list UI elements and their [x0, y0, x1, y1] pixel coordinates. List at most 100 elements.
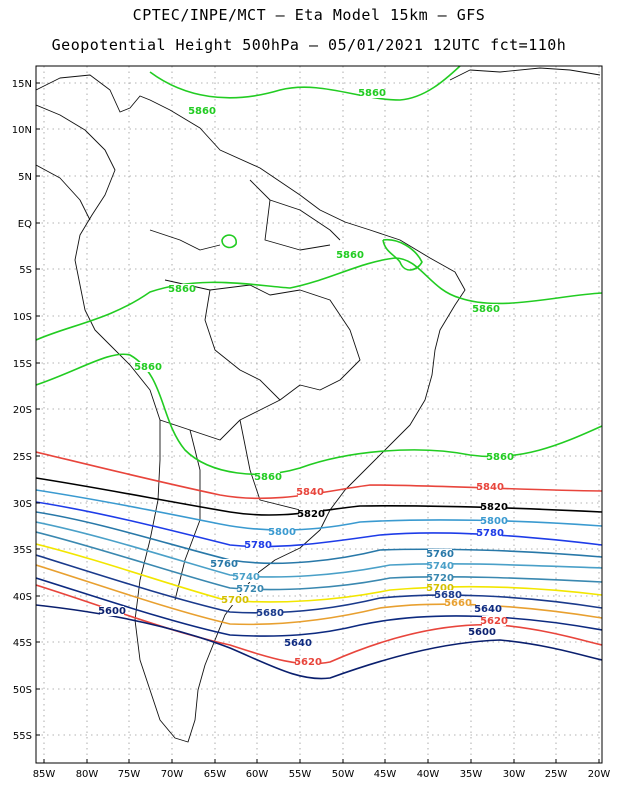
contour-label-bg [258, 608, 282, 618]
title-line-1: CPTEC/INPE/MCT – Eta Model 15km – GFS [132, 6, 486, 24]
map-frame [35, 65, 603, 764]
contour-label-bg [246, 540, 270, 550]
contour-label: 5780 [476, 528, 504, 539]
contour-label: 5860 [254, 472, 282, 483]
contour-5860-cell [221, 234, 237, 249]
contour-5620 [36, 584, 602, 665]
contour-label-bg [446, 598, 470, 608]
contour-label: 5860 [134, 362, 162, 373]
lat-tick-label: 50S [13, 685, 32, 696]
south-america-outline [36, 74, 466, 743]
latitude-labels: 15N 10N 5N EQ 5S 10S 15S 20S 25S 30S 35S 40S 45S 50S 5… [12, 79, 32, 742]
contour-label-bg [470, 627, 494, 637]
lat-tick-label: 15N [12, 79, 32, 90]
contour-label-bg [428, 583, 452, 593]
contour-labels: 5860 5860 5860 5860 5860 5860 5860 5860 5840 5840… [98, 88, 514, 668]
contour-5760 [36, 511, 602, 565]
geopotential-contours [36, 66, 602, 680]
contour-label: 5840 [476, 482, 504, 493]
contour-label-bg [190, 106, 214, 116]
contour-label-bg [100, 606, 124, 616]
contour-5700 [36, 543, 602, 603]
contour-label: 5780 [244, 540, 272, 551]
axis-ticks [36, 82, 600, 763]
contour-label-bg [234, 572, 258, 582]
contour-label-bg [478, 528, 502, 538]
lat-tick-label: EQ [18, 219, 32, 230]
contour-label: 5720 [426, 573, 454, 584]
contour-label: 5680 [434, 590, 462, 601]
contour-label: 5680 [256, 608, 284, 619]
contour-label-bg [478, 482, 502, 492]
lon-tick-label: 40W [417, 769, 440, 780]
contour-label: 5720 [236, 584, 264, 595]
lat-tick-label: 15S [13, 359, 32, 370]
contour-label: 5820 [480, 502, 508, 513]
contour-label-bg [482, 616, 506, 626]
contour-5860-cell-2 [382, 238, 423, 271]
title-line-2: Geopotential Height 500hPa – 05/01/2021 … [51, 36, 567, 54]
lon-tick-label: 20W [588, 769, 611, 780]
contour-label: 5740 [426, 561, 454, 572]
contour-label-bg [482, 516, 506, 526]
contour-label-bg [476, 604, 500, 614]
contour-label-bg [338, 250, 362, 260]
contour-5860-north [149, 66, 461, 101]
lat-tick-label: 5S [19, 265, 32, 276]
contour-label: 5800 [268, 527, 296, 538]
contour-label: 5820 [297, 509, 325, 520]
contour-label-bg [488, 452, 512, 462]
central-america-outline [36, 67, 601, 221]
lon-tick-label: 60W [246, 769, 269, 780]
lon-tick-label: 50W [332, 769, 355, 780]
lat-tick-label: 10S [13, 312, 32, 323]
contour-label: 5700 [426, 583, 454, 594]
contour-label: 5620 [294, 657, 322, 668]
lon-tick-label: 70W [161, 769, 184, 780]
lat-tick-label: 5N [18, 172, 32, 183]
contour-label: 5620 [480, 616, 508, 627]
contour-label: 5860 [168, 284, 196, 295]
contour-label: 5800 [480, 516, 508, 527]
contour-label-bg [428, 573, 452, 583]
contour-label-bg [170, 284, 194, 294]
lat-tick-label: 55S [13, 731, 32, 742]
contour-5740 [36, 521, 602, 578]
contour-label: 5760 [426, 549, 454, 560]
lat-tick-label: 45S [13, 638, 32, 649]
lat-tick-label: 30S [13, 499, 32, 510]
lon-tick-label: 30W [503, 769, 526, 780]
contour-label-bg [136, 362, 160, 372]
contour-label-bg [223, 595, 247, 605]
contour-5720 [36, 531, 602, 591]
contour-label: 5840 [296, 487, 324, 498]
contour-label-bg [299, 509, 323, 519]
lat-tick-label: 35S [13, 545, 32, 556]
coastlines-and-borders [36, 67, 601, 743]
contour-5860-amazon [36, 257, 602, 341]
contour-label-bg [256, 472, 280, 482]
lon-tick-label: 25W [545, 769, 568, 780]
longitude-labels: 85W 80W 75W 70W 65W 60W 55W 50W 45W 40W 35W 30W 25W 2… [33, 769, 611, 780]
contour-label-bg [360, 88, 384, 98]
contour-label-bg [428, 561, 452, 571]
graticule [36, 66, 602, 763]
contour-label: 5860 [358, 88, 386, 99]
lat-tick-label: 20S [13, 405, 32, 416]
contour-label: 5860 [472, 304, 500, 315]
lon-tick-label: 80W [76, 769, 99, 780]
lon-tick-label: 85W [33, 769, 56, 780]
contour-label-bg [298, 487, 322, 497]
lon-tick-label: 35W [460, 769, 483, 780]
contour-label: 5600 [98, 606, 126, 617]
contour-label: 5700 [221, 595, 249, 606]
lat-tick-label: 10N [12, 125, 32, 136]
contour-label: 5660 [444, 598, 472, 609]
contour-label: 5860 [336, 250, 364, 261]
contour-label: 5860 [486, 452, 514, 463]
lon-tick-label: 75W [118, 769, 141, 780]
contour-label: 5740 [232, 572, 260, 583]
contour-label: 5600 [468, 627, 496, 638]
contour-5680 [36, 554, 602, 614]
